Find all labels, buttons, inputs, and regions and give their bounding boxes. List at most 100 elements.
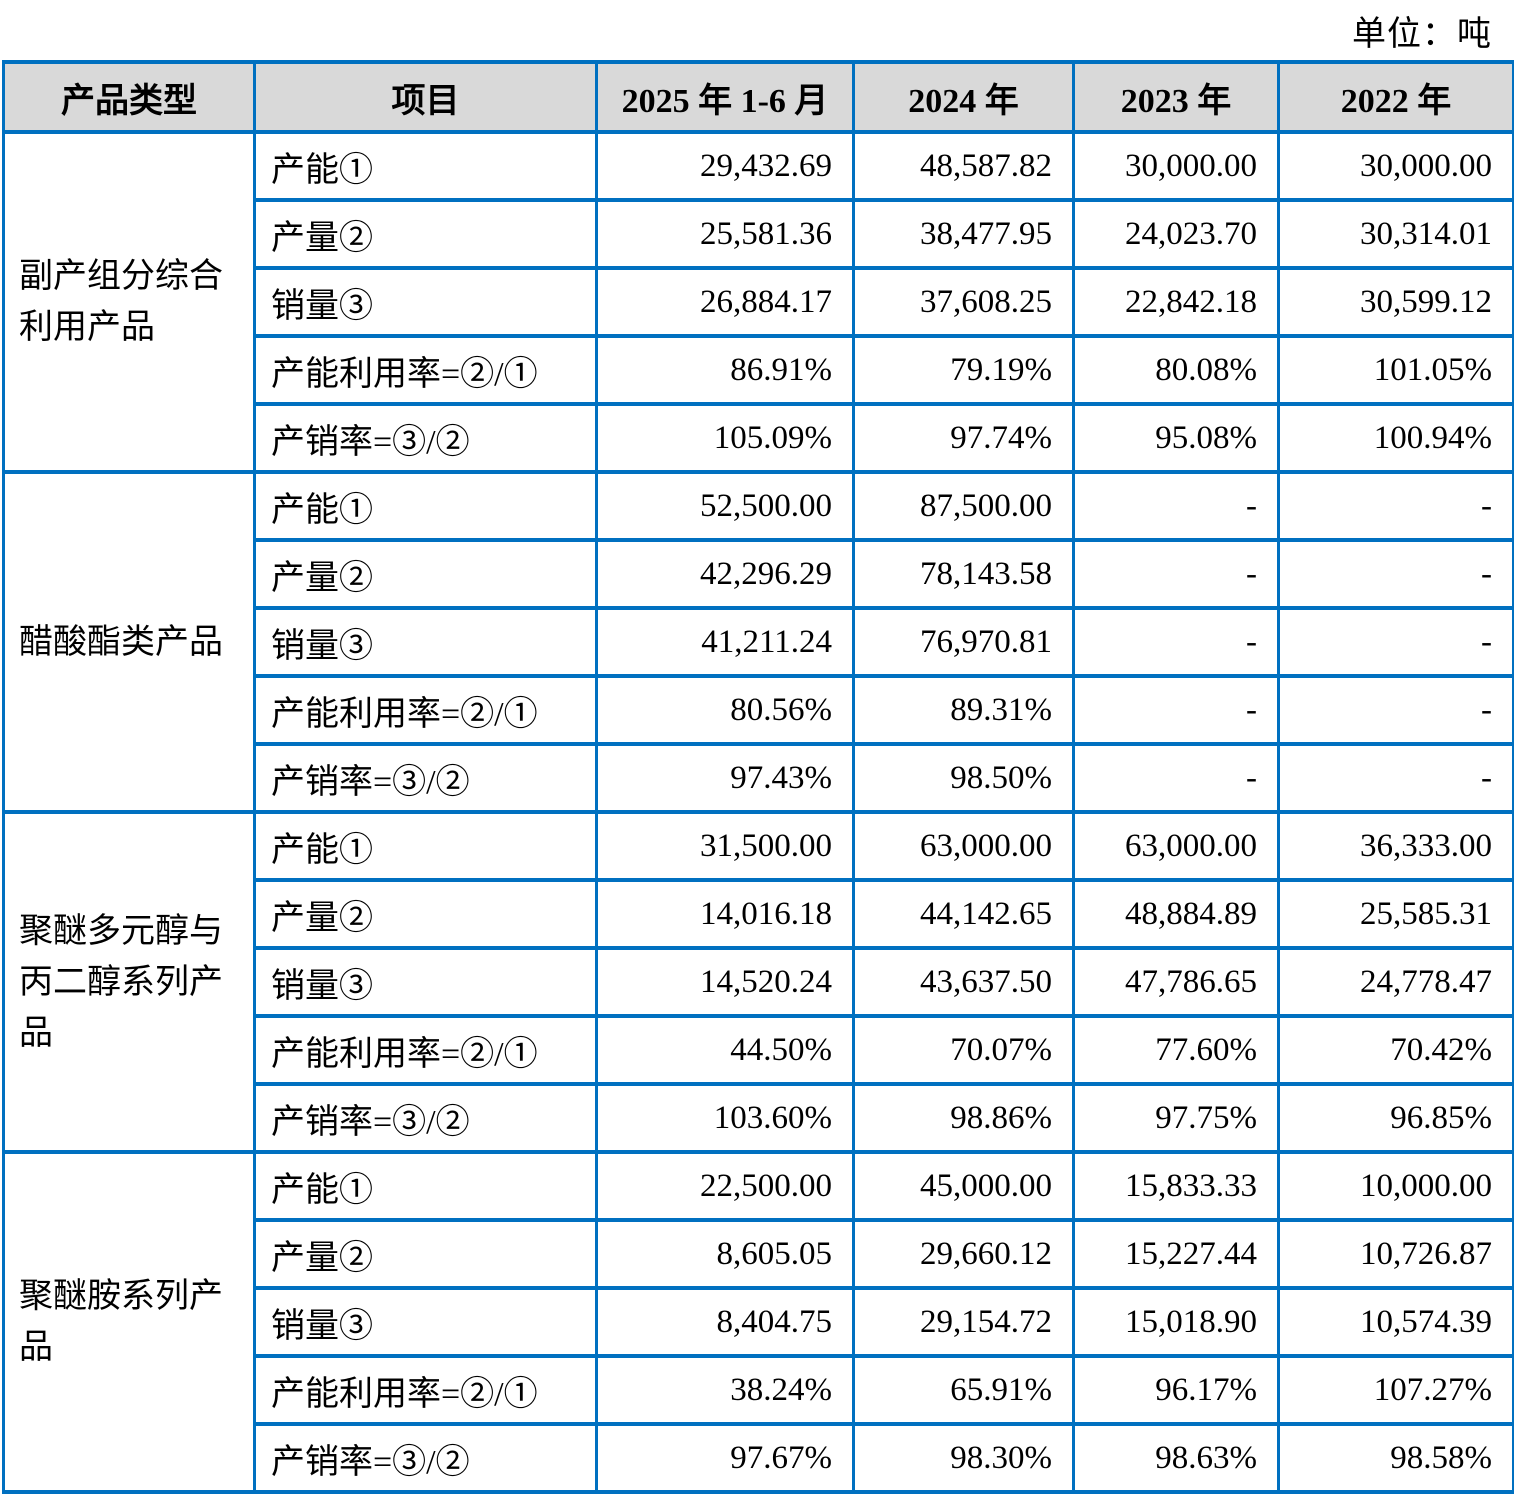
table-row: 产能利用率=②/① 80.56% 89.31% - - xyxy=(4,674,1514,746)
value-cell: 25,581.36 xyxy=(595,198,855,270)
value-cell: 10,000.00 xyxy=(1277,1150,1514,1222)
value-cell: - xyxy=(1277,742,1514,814)
item-cell: 产能① xyxy=(253,470,598,542)
header-period-2024: 2024 年 xyxy=(852,60,1075,134)
item-cell: 产量② xyxy=(253,538,598,610)
value-cell: 8,404.75 xyxy=(595,1286,855,1358)
table-row: 产能利用率=②/① 38.24% 65.91% 96.17% 107.27% xyxy=(4,1354,1514,1426)
item-cell: 产销率=③/② xyxy=(253,402,598,474)
value-cell: 95.08% xyxy=(1072,402,1280,474)
item-cell: 产量② xyxy=(253,198,598,270)
value-cell: - xyxy=(1072,742,1280,814)
table-row: 产销率=③/② 105.09% 97.74% 95.08% 100.94% xyxy=(4,402,1514,474)
item-cell: 产能① xyxy=(253,130,598,202)
value-cell: 48,587.82 xyxy=(852,130,1075,202)
value-cell: 87,500.00 xyxy=(852,470,1075,542)
value-cell: 89.31% xyxy=(852,674,1075,746)
item-cell: 产能利用率=②/① xyxy=(253,674,598,746)
item-cell: 产能利用率=②/① xyxy=(253,1354,598,1426)
item-cell: 销量③ xyxy=(253,606,598,678)
value-cell: 105.09% xyxy=(595,402,855,474)
value-cell: 30,314.01 xyxy=(1277,198,1514,270)
table-row: 产能利用率=②/① 86.91% 79.19% 80.08% 101.05% xyxy=(4,334,1514,406)
value-cell: 98.63% xyxy=(1072,1422,1280,1494)
value-cell: 77.60% xyxy=(1072,1014,1280,1086)
item-cell: 销量③ xyxy=(253,266,598,338)
value-cell: - xyxy=(1277,674,1514,746)
value-cell: - xyxy=(1072,470,1280,542)
table-row: 销量③ 8,404.75 29,154.72 15,018.90 10,574.39 xyxy=(4,1286,1514,1358)
table-row: 产销率=③/② 97.67% 98.30% 98.63% 98.58% xyxy=(4,1422,1514,1494)
value-cell: - xyxy=(1277,606,1514,678)
value-cell: 97.67% xyxy=(595,1422,855,1494)
value-cell: 70.07% xyxy=(852,1014,1075,1086)
value-cell: 29,154.72 xyxy=(852,1286,1075,1358)
value-cell: 37,608.25 xyxy=(852,266,1075,338)
table-body: 副产组分综合利用产品 产能① 29,432.69 48,587.82 30,000.00… xyxy=(2,130,1514,1494)
value-cell: 24,778.47 xyxy=(1277,946,1514,1018)
value-cell: 30,000.00 xyxy=(1277,130,1514,202)
table-row: 产销率=③/② 103.60% 98.86% 97.75% 96.85% xyxy=(4,1082,1514,1154)
value-cell: 30,000.00 xyxy=(1072,130,1280,202)
item-cell: 销量③ xyxy=(253,946,598,1018)
unit-label-row: 单位：吨 xyxy=(0,0,1514,60)
value-cell: 44.50% xyxy=(595,1014,855,1086)
value-cell: 101.05% xyxy=(1277,334,1514,406)
item-cell: 产销率=③/② xyxy=(253,1422,598,1494)
value-cell: 100.94% xyxy=(1277,402,1514,474)
value-cell: 107.27% xyxy=(1277,1354,1514,1426)
table-row: 副产组分综合利用产品 产能① 29,432.69 48,587.82 30,000.00… xyxy=(2,130,1514,474)
value-cell: 38.24% xyxy=(595,1354,855,1426)
value-cell: 10,726.87 xyxy=(1277,1218,1514,1290)
value-cell: 98.58% xyxy=(1277,1422,1514,1494)
item-cell: 产能① xyxy=(253,1150,598,1222)
item-cell: 产销率=③/② xyxy=(253,1082,598,1154)
value-cell: 14,016.18 xyxy=(595,878,855,950)
value-cell: 38,477.95 xyxy=(852,198,1075,270)
value-cell: 98.30% xyxy=(852,1422,1075,1494)
header-row: 产品类型 项目 2025 年 1-6 月 2024 年 2023 年 2022 … xyxy=(2,60,1514,134)
value-cell: 36,333.00 xyxy=(1277,810,1514,882)
production-capacity-table: 产品类型 项目 2025 年 1-6 月 2024 年 2023 年 2022 … xyxy=(2,60,1514,1494)
value-cell: 43,637.50 xyxy=(852,946,1075,1018)
value-cell: 98.86% xyxy=(852,1082,1075,1154)
value-cell: 98.50% xyxy=(852,742,1075,814)
value-cell: 29,660.12 xyxy=(852,1218,1075,1290)
value-cell: 44,142.65 xyxy=(852,878,1075,950)
value-cell: 15,018.90 xyxy=(1072,1286,1280,1358)
value-cell: 78,143.58 xyxy=(852,538,1075,610)
value-cell: 42,296.29 xyxy=(595,538,855,610)
value-cell: 45,000.00 xyxy=(852,1150,1075,1222)
table-row: 聚醚多元醇与丙二醇系列产品 产能① 31,500.00 63,000.00 63,000… xyxy=(2,810,1514,1154)
header-product-type: 产品类型 xyxy=(2,60,256,134)
header-period-2025h1: 2025 年 1-6 月 xyxy=(595,60,855,134)
value-cell: 15,833.33 xyxy=(1072,1150,1280,1222)
table-row: 产量② 25,581.36 38,477.95 24,023.70 30,314.01 xyxy=(4,198,1514,270)
item-cell: 产能① xyxy=(253,810,598,882)
table-row: 产销率=③/② 97.43% 98.50% - - xyxy=(4,742,1514,814)
item-cell: 产量② xyxy=(253,1218,598,1290)
value-cell: 26,884.17 xyxy=(595,266,855,338)
value-cell: 80.08% xyxy=(1072,334,1280,406)
table-row: 产量② 8,605.05 29,660.12 15,227.44 10,726.87 xyxy=(4,1218,1514,1290)
value-cell: 96.17% xyxy=(1072,1354,1280,1426)
value-cell: 47,786.65 xyxy=(1072,946,1280,1018)
value-cell: 63,000.00 xyxy=(852,810,1075,882)
value-cell: 63,000.00 xyxy=(1072,810,1280,882)
table-row: 产量② 42,296.29 78,143.58- - xyxy=(4,538,1514,610)
product-type-cell: 醋酸酯类产品 xyxy=(2,470,256,814)
value-cell: 76,970.81 xyxy=(852,606,1075,678)
item-cell: 产能利用率=②/① xyxy=(253,334,598,406)
value-cell: 97.43% xyxy=(595,742,855,814)
value-cell: 79.19% xyxy=(852,334,1075,406)
header-period-2023: 2023 年 xyxy=(1072,60,1280,134)
value-cell: - xyxy=(1072,606,1280,678)
value-cell: 25,585.31 xyxy=(1277,878,1514,950)
value-cell: 10,574.39 xyxy=(1277,1286,1514,1358)
header-item: 项目 xyxy=(253,60,598,134)
value-cell: 22,842.18 xyxy=(1072,266,1280,338)
product-type-cell: 聚醚胺系列产品 xyxy=(2,1150,256,1494)
value-cell: 14,520.24 xyxy=(595,946,855,1018)
table-row: 产能利用率=②/① 44.50% 70.07% 77.60% 70.42% xyxy=(4,1014,1514,1086)
